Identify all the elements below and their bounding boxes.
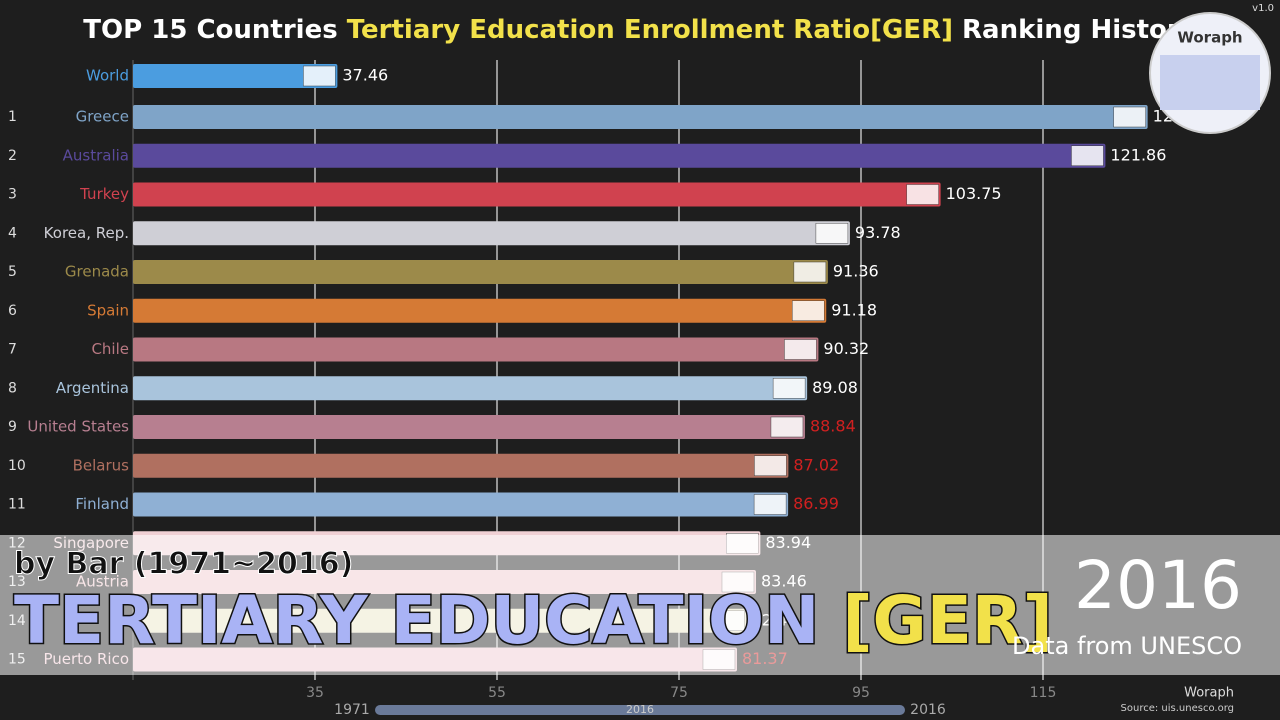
flag <box>793 261 827 283</box>
value-label: 93.78 <box>855 223 901 242</box>
category-label: Chile <box>91 340 129 358</box>
category-label: United States <box>27 418 129 436</box>
rank-label: 1 <box>8 109 17 125</box>
rank-label: 2 <box>8 148 17 164</box>
flag <box>1071 145 1104 166</box>
x-tick-label: 35 <box>306 685 324 701</box>
category-label: Spain <box>87 301 129 319</box>
value-label: 103.75 <box>946 184 1002 203</box>
footer-brand: Woraph <box>1184 686 1234 701</box>
banner-main: TERTIARY EDUCATION <box>14 582 819 659</box>
flag <box>1113 106 1146 128</box>
bar <box>133 143 1106 168</box>
bar <box>133 337 819 362</box>
flag <box>791 300 825 321</box>
rank-label: 8 <box>8 380 17 396</box>
flag <box>815 223 849 244</box>
bar <box>133 492 789 517</box>
timeline-start: 1971 <box>334 702 370 718</box>
title-highlight: Tertiary Education Enrollment Ratio[GER] <box>347 15 953 45</box>
logo-image <box>1160 55 1260 110</box>
flag <box>753 494 787 515</box>
value-label: 37.46 <box>342 66 388 85</box>
category-label: Argentina <box>56 379 129 397</box>
bar <box>133 105 1148 129</box>
bar <box>133 182 941 207</box>
logo-text: Woraph <box>1177 29 1242 47</box>
flag <box>906 184 939 205</box>
category-label: Belarus <box>73 456 130 474</box>
version: v1.0 <box>1252 3 1274 14</box>
rank-label: 5 <box>8 264 17 280</box>
title-tail: Ranking History <box>962 15 1197 45</box>
bar <box>133 64 338 88</box>
category-label: Korea, Rep. <box>44 224 129 242</box>
category-label: Grenada <box>65 263 129 281</box>
category-label: Australia <box>63 146 129 164</box>
chart-title: TOP 15 Countries Tertiary Education Enro… <box>83 15 1196 45</box>
flag <box>303 65 336 87</box>
source-note: Data from UNESCO <box>1012 632 1242 660</box>
rank-label: 11 <box>8 497 26 513</box>
value-label: 88.84 <box>810 417 856 436</box>
category-label: Greece <box>76 108 129 126</box>
value-label: 91.36 <box>833 262 879 281</box>
flag <box>770 416 804 438</box>
banner: TERTIARY EDUCATION [GER] <box>14 582 1053 659</box>
flag <box>772 378 806 399</box>
value-label: 86.99 <box>793 494 839 513</box>
bar <box>133 415 805 439</box>
source: Source: uis.unesco.org <box>1121 703 1234 714</box>
value-label: 89.08 <box>812 378 858 397</box>
flag <box>754 455 787 476</box>
rank-label: 10 <box>8 458 26 474</box>
banner-band <box>0 535 1280 675</box>
bar <box>133 260 828 284</box>
banner-highlight: [GER] <box>842 582 1052 659</box>
value-label: 87.02 <box>793 455 839 474</box>
bar <box>133 453 789 478</box>
category-label: Turkey <box>79 185 129 203</box>
flag <box>784 339 817 360</box>
rank-label: 9 <box>8 419 17 435</box>
value-label: 90.32 <box>823 339 869 358</box>
category-label: Finland <box>75 495 129 513</box>
x-tick-label: 95 <box>852 685 870 701</box>
rank-label: 4 <box>8 225 17 241</box>
timeline-track[interactable] <box>375 705 905 715</box>
year: 2016 <box>1074 547 1242 624</box>
rank-label: 6 <box>8 303 17 319</box>
bar <box>133 221 850 246</box>
value-label: 91.18 <box>831 300 877 319</box>
category-label: World <box>86 67 129 85</box>
timeline-current: 2016 <box>626 703 654 716</box>
timeline-end: 2016 <box>910 702 946 718</box>
rank-label: 3 <box>8 187 17 203</box>
title-lead: TOP 15 Countries <box>83 15 337 45</box>
bar <box>133 376 808 401</box>
x-tick-label: 115 <box>1030 685 1057 701</box>
rank-label: 7 <box>8 342 17 358</box>
value-label: 121.86 <box>1110 145 1166 164</box>
bar <box>133 298 827 323</box>
x-tick-label: 75 <box>670 685 688 701</box>
subtitle: by Bar (1971~2016) <box>14 547 353 582</box>
x-tick-label: 55 <box>488 685 506 701</box>
